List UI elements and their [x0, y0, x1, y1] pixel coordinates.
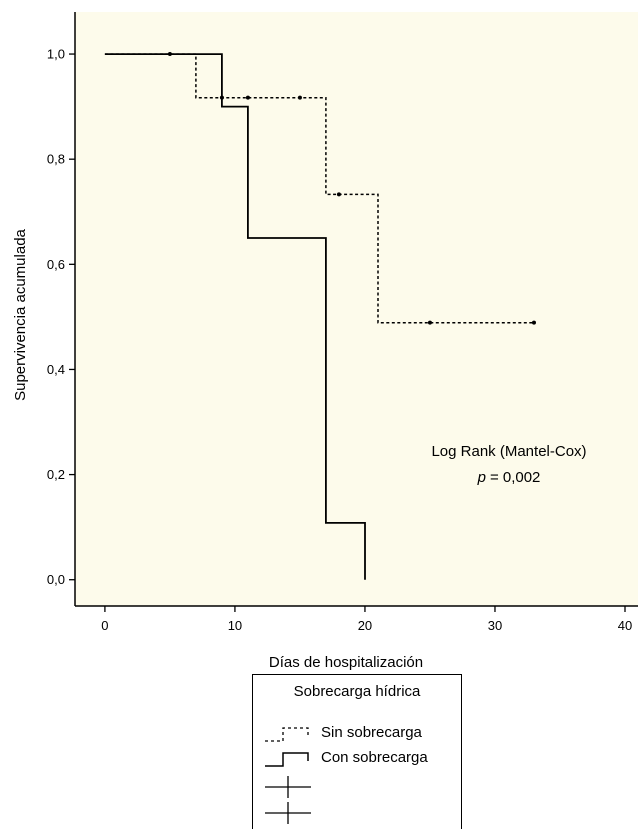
legend-entry-sin-sobrecarga: Sin sobrecarga [263, 723, 458, 745]
legend-label-sin-sobrecarga: Sin sobrecarga [321, 724, 422, 741]
x-tick-label: 0 [101, 618, 108, 633]
x-axis-title: Días de hospitalización [269, 654, 423, 671]
legend-entry-censored-1 [263, 775, 458, 798]
x-tick-label: 10 [228, 618, 242, 633]
censor-mark-sin-sobrecarga [336, 192, 341, 197]
dashed-step-icon [265, 727, 309, 742]
legend-title: Sobrecarga hídrica [293, 683, 421, 700]
annotation-log-rank: Log Rank (Mantel-Cox) [431, 443, 586, 460]
y-tick-label: 0,6 [47, 257, 65, 272]
censor-mark-icon [265, 802, 311, 824]
series-layer [104, 52, 536, 580]
y-tick-label: 0,8 [47, 152, 65, 167]
x-tick-label: 20 [358, 618, 372, 633]
y-tick-label: 0,4 [47, 362, 65, 377]
kaplan-meier-chart: 0,0 0,2 0,4 0,6 0,8 1,0 0 10 20 30 40 Supervivenc… [12, 12, 638, 671]
plot-background [75, 12, 638, 606]
series-line-con-sobrecarga [104, 53, 366, 580]
legend-label-con-sobrecarga: Con sobrecarga [321, 749, 428, 766]
x-tick-label: 40 [618, 618, 632, 633]
legend-entry-con-sobrecarga: Con sobrecarga [263, 748, 458, 770]
censor-mark-sin-sobrecarga [427, 320, 432, 325]
annotation-p-value: p = 0,002 [477, 469, 541, 486]
solid-step-icon [265, 752, 309, 767]
censor-mark-sin-sobrecarga [531, 320, 536, 325]
y-tick-label: 1,0 [47, 47, 65, 62]
y-tick-label: 0,2 [47, 467, 65, 482]
y-axis-title: Supervivencia acumulada [12, 228, 29, 400]
legend-entry-censored-2 [263, 801, 458, 824]
x-tick-label: 30 [488, 618, 502, 633]
p-symbol: p [477, 469, 486, 486]
legend: Sobrecarga hídrica Sin sobrecarga Con so… [252, 674, 462, 829]
y-axis-ticks: 0,0 0,2 0,4 0,6 0,8 1,0 [47, 47, 75, 587]
censor-mark-sin-sobrecarga [245, 95, 250, 100]
censor-mark-icon [265, 776, 311, 798]
x-axis-ticks: 0 10 20 30 40 [101, 606, 632, 633]
y-tick-label: 0,0 [47, 572, 65, 587]
censor-mark-sin-sobrecarga [297, 95, 302, 100]
p-number: = 0,002 [490, 469, 540, 486]
